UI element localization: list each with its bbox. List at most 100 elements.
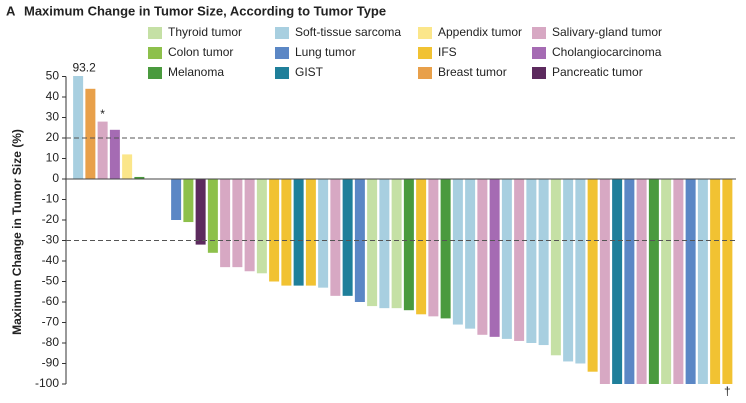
bar <box>85 88 96 179</box>
y-tick-label: -90 <box>42 356 60 370</box>
bar <box>293 179 304 286</box>
legend-label: GIST <box>295 65 324 79</box>
bar <box>134 176 145 179</box>
bar <box>636 179 647 384</box>
legend-label: Lung tumor <box>295 45 356 59</box>
bar <box>477 179 488 335</box>
legend-swatch <box>148 27 162 39</box>
y-tick-label: 10 <box>46 151 60 165</box>
legend-label: Melanoma <box>168 65 224 79</box>
legend-swatch <box>532 47 546 59</box>
bar <box>697 179 708 384</box>
bar <box>354 179 365 302</box>
legend-swatch <box>275 27 289 39</box>
legend-label: Colon tumor <box>168 45 233 59</box>
bar <box>195 179 206 245</box>
bar <box>575 179 586 364</box>
legend-label: Appendix tumor <box>438 25 522 39</box>
legend-swatch <box>275 67 289 79</box>
y-tick-label: -30 <box>42 233 60 247</box>
bar <box>73 76 84 179</box>
bar <box>305 179 316 286</box>
bar <box>97 121 108 179</box>
bar <box>501 179 512 339</box>
y-tick-label: -80 <box>42 335 60 349</box>
y-tick-label: 50 <box>46 69 60 83</box>
y-tick-label: 0 <box>52 171 59 185</box>
bar <box>612 179 623 384</box>
y-tick-label: 30 <box>46 110 60 124</box>
legend-swatch <box>418 67 432 79</box>
bar <box>648 179 659 384</box>
legend-swatch <box>532 27 546 39</box>
bar <box>367 179 378 307</box>
bar <box>599 179 610 384</box>
bar <box>661 179 672 384</box>
bar <box>722 179 733 384</box>
legend-label: Salivary-gland tumor <box>552 25 662 39</box>
y-tick-label: -60 <box>42 294 60 308</box>
bar <box>489 179 500 337</box>
bar <box>587 179 598 372</box>
data-label: 93.2 <box>72 61 96 75</box>
bar <box>526 179 537 343</box>
bar <box>416 179 427 315</box>
y-tick-label: -70 <box>42 315 60 329</box>
bar <box>281 179 292 286</box>
bar <box>256 179 267 274</box>
bar <box>232 179 243 268</box>
legend-label: Pancreatic tumor <box>552 65 643 79</box>
legend-swatch <box>532 67 546 79</box>
legend-swatch <box>418 27 432 39</box>
y-tick-label: -50 <box>42 274 60 288</box>
chart-title: Maximum Change in Tumor Size, According … <box>24 3 386 18</box>
bar <box>183 179 194 223</box>
bar <box>514 179 525 341</box>
bar <box>563 179 574 362</box>
bar <box>403 179 414 311</box>
legend-label: IFS <box>438 45 457 59</box>
y-axis-label: Maximum Change in Tumor Size (%) <box>10 129 24 335</box>
bar <box>244 179 255 272</box>
annotation: * <box>100 107 105 121</box>
bar <box>428 179 439 317</box>
bar <box>452 179 463 325</box>
legend-label: Cholangiocarcinoma <box>552 45 662 59</box>
bar <box>171 179 182 220</box>
legend-label: Thyroid tumor <box>168 25 242 39</box>
bar <box>440 179 451 319</box>
bar <box>269 179 280 282</box>
bar <box>109 129 120 179</box>
bar <box>673 179 684 384</box>
bar <box>342 179 353 296</box>
panel-label: A <box>6 3 16 18</box>
bar <box>207 179 218 253</box>
bar <box>318 179 329 288</box>
bar <box>391 179 402 309</box>
y-tick-label: 40 <box>46 89 60 103</box>
legend-label: Breast tumor <box>438 65 507 79</box>
bar <box>624 179 635 384</box>
bar <box>122 154 133 179</box>
y-tick-label: -20 <box>42 212 60 226</box>
annotation: † <box>724 384 731 398</box>
bar <box>220 179 231 268</box>
bar <box>685 179 696 384</box>
y-tick-label: -100 <box>35 376 59 390</box>
legend-swatch <box>148 67 162 79</box>
bars <box>73 76 733 384</box>
legend-swatch <box>148 47 162 59</box>
bar <box>710 179 721 384</box>
bar <box>538 179 549 346</box>
y-tick-label: -40 <box>42 253 60 267</box>
legend-swatch <box>418 47 432 59</box>
y-tick-label: -10 <box>42 192 60 206</box>
legend-label: Soft-tissue sarcoma <box>295 25 401 39</box>
y-tick-label: 20 <box>46 130 60 144</box>
bar <box>550 179 561 356</box>
bar <box>330 179 341 296</box>
legend-swatch <box>275 47 289 59</box>
bar <box>465 179 476 329</box>
bar <box>379 179 390 309</box>
